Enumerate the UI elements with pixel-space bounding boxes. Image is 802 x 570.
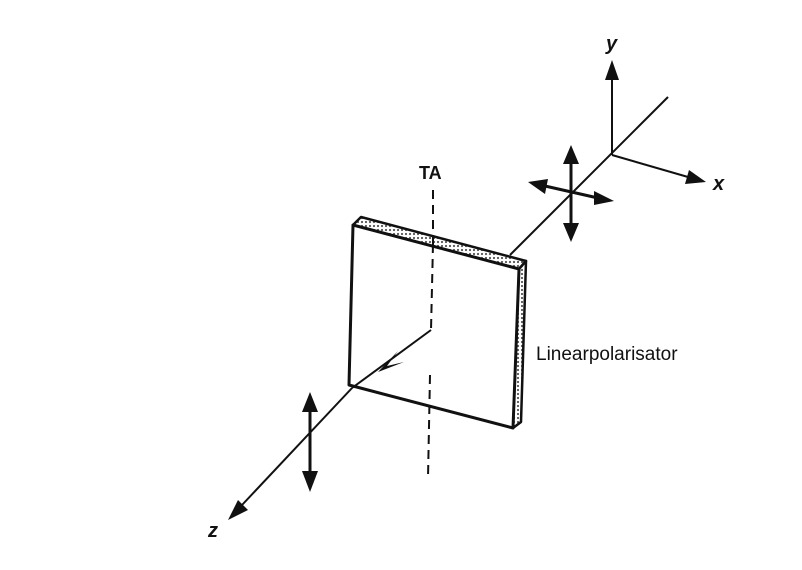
polarizer-front-face xyxy=(347,223,521,430)
propagation-line-far xyxy=(509,96,669,256)
x-axis-arrowhead xyxy=(685,170,706,184)
unpolarized-horizontal-arrow xyxy=(544,184,599,200)
transmission-axis-lower xyxy=(427,374,431,479)
transmission-axis xyxy=(427,190,434,479)
polarizer-plate xyxy=(347,215,528,430)
polarized-arrowhead-top xyxy=(302,392,318,412)
unpolarized-horizontal-arrowhead-right xyxy=(594,191,614,205)
propagation-line-front xyxy=(241,387,353,506)
y-axis-arrowhead xyxy=(605,60,619,80)
propagation-line-near xyxy=(228,329,432,520)
propagation-direction-arrowhead xyxy=(378,351,404,372)
polarized-arrowhead-bottom xyxy=(302,471,318,492)
unpolarized-vertical-arrowhead-bottom xyxy=(563,223,579,242)
x-axis-line xyxy=(611,154,689,178)
transmission-axis-label: TA xyxy=(419,163,442,183)
z-axis-label: z xyxy=(207,520,218,542)
polarizer-label: Linearpolarisator xyxy=(536,344,678,365)
x-axis-label: x xyxy=(712,173,725,195)
unpolarized-light-symbol xyxy=(528,145,614,242)
unpolarized-horizontal-arrowhead-left xyxy=(528,179,548,194)
coordinate-axes xyxy=(605,60,706,184)
unpolarized-vertical-arrowhead-top xyxy=(563,145,579,164)
polarized-light-symbol xyxy=(302,392,318,492)
z-axis-arrowhead xyxy=(228,500,248,520)
y-axis-label: y xyxy=(605,33,618,55)
